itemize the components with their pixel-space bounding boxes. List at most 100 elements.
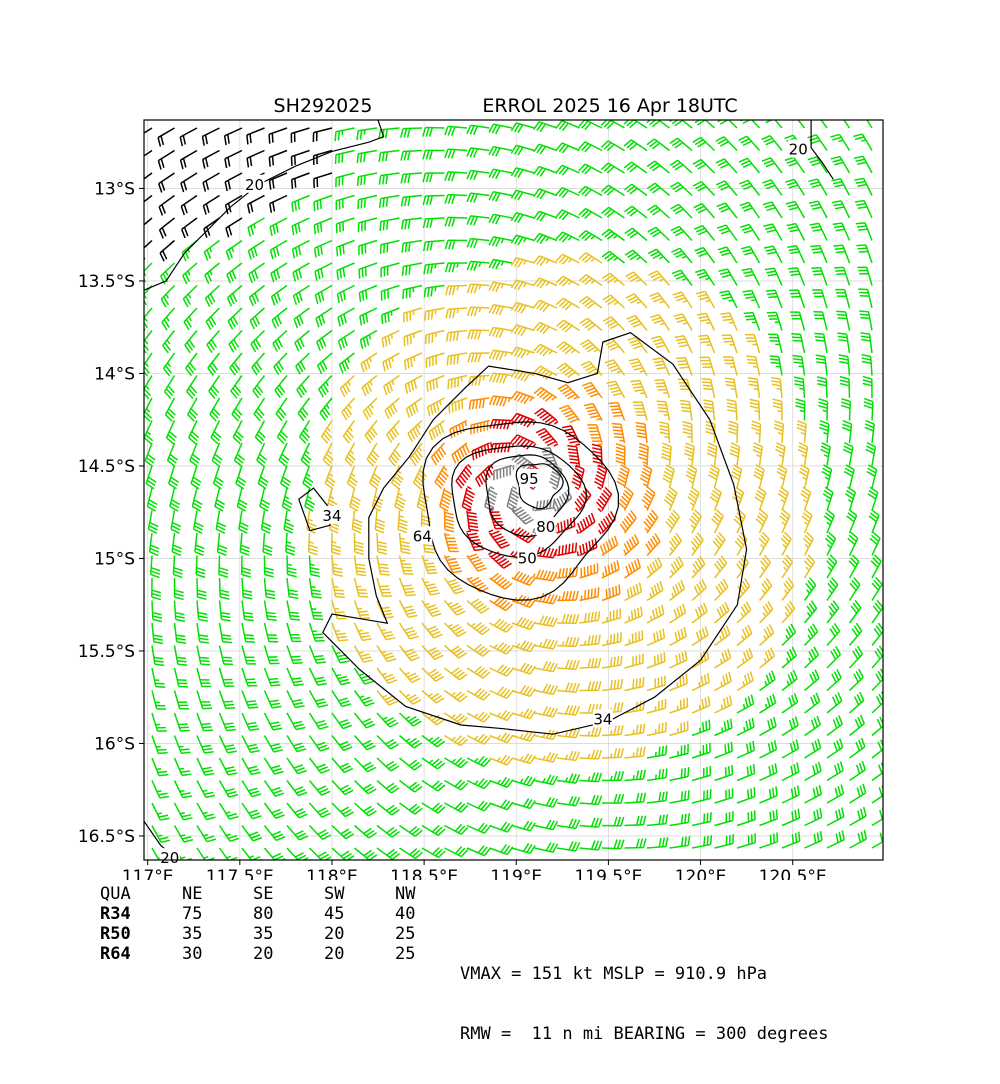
wind-barb <box>785 157 805 173</box>
wind-barb <box>467 756 490 766</box>
wind-barb <box>449 398 467 413</box>
wind-barb <box>320 398 332 420</box>
wind-barb <box>205 286 219 307</box>
wind-barbs <box>136 112 889 865</box>
wind-barb <box>360 331 377 349</box>
wind-barb <box>693 137 715 150</box>
wind-barb <box>445 623 467 636</box>
wind-barb <box>423 196 444 206</box>
contour-label: 50 <box>518 549 537 567</box>
wind-barb <box>814 333 827 353</box>
wind-barb <box>360 308 377 325</box>
wind-barb <box>633 402 647 420</box>
wind-barb <box>490 755 513 765</box>
wind-barb <box>182 218 197 238</box>
wind-barb <box>251 331 264 353</box>
storm-stats: VMAX = 151 kt MSLP = 910.9 hPa RMW = 11 … <box>460 924 828 1084</box>
wind-barb <box>422 803 445 813</box>
wind-barb <box>216 511 226 534</box>
wind-barb <box>490 777 513 787</box>
radii-value: 20 <box>324 924 395 944</box>
wind-barb <box>206 308 219 330</box>
wind-barb <box>345 443 355 466</box>
wind-barb <box>715 742 733 758</box>
wind-barb <box>270 218 287 236</box>
wind-barb <box>332 713 352 729</box>
wind-barb <box>580 563 598 578</box>
wind-barb <box>152 803 170 820</box>
wind-barb <box>625 747 645 758</box>
wind-barb <box>489 237 512 247</box>
wind-barb <box>423 128 445 137</box>
wind-barb <box>359 218 377 232</box>
wind-barb <box>691 533 703 556</box>
contour-label: 34 <box>593 710 612 728</box>
wind-barb <box>606 381 624 398</box>
wind-barb <box>684 443 694 465</box>
wind-barb <box>207 331 220 353</box>
wind-barb <box>276 398 287 421</box>
wind-barb <box>579 164 602 174</box>
wind-barb <box>255 421 265 444</box>
wind-barb <box>771 377 782 398</box>
wind-barb <box>715 649 731 668</box>
wind-barb <box>447 353 467 365</box>
wind-barb <box>197 623 209 643</box>
wind-barb <box>332 848 354 861</box>
wind-barb <box>558 385 580 399</box>
wind-barb <box>242 691 258 709</box>
wind-barb <box>647 161 669 173</box>
wind-barb <box>168 443 178 466</box>
wind-barb <box>286 533 295 555</box>
wind-barb <box>272 308 287 329</box>
wind-barb <box>365 421 377 443</box>
wind-barb <box>423 150 445 159</box>
wind-barb <box>647 676 665 691</box>
wind-barb <box>158 128 174 147</box>
wind-barb <box>512 754 535 764</box>
wind-barb <box>247 151 264 168</box>
wind-barb <box>579 142 602 152</box>
wind-barb <box>580 750 602 759</box>
y-tick-label: 15.5°S <box>78 642 135 662</box>
wind-barb <box>332 646 349 663</box>
wind-barb <box>775 443 785 466</box>
wind-barb <box>203 196 219 215</box>
wind-barb <box>638 443 648 465</box>
radii-value: 25 <box>395 944 466 964</box>
wind-barb <box>872 807 888 826</box>
wind-barb <box>799 465 809 488</box>
wind-barb <box>310 691 328 708</box>
wind-barb <box>782 693 798 713</box>
wind-barb <box>673 292 692 308</box>
wind-barb <box>181 196 197 216</box>
wind-barb <box>197 848 216 864</box>
wind-barb <box>186 353 197 376</box>
wind-barb <box>175 623 187 643</box>
wind-barb <box>332 803 353 817</box>
wind-barb <box>625 206 647 218</box>
wind-barb <box>400 601 418 618</box>
wind-barb <box>242 758 260 775</box>
wind-barb <box>261 511 271 534</box>
wind-barb <box>609 403 625 421</box>
wind-barb <box>287 601 300 620</box>
wind-barb <box>287 623 301 641</box>
wind-barb <box>445 713 468 724</box>
wind-barb <box>715 695 732 713</box>
wind-barb <box>254 398 264 421</box>
wind-barb <box>355 623 372 640</box>
stats-line-2: RMW = 11 n mi BEARING = 300 degrees <box>460 1024 828 1044</box>
wind-barb <box>671 226 692 240</box>
wind-barb <box>625 583 642 601</box>
wind-barb <box>310 646 326 664</box>
wind-barb <box>692 579 706 600</box>
wind-barb <box>713 533 725 556</box>
wind-barb <box>839 355 850 376</box>
wind-barb <box>287 578 298 598</box>
wind-barb <box>208 353 220 375</box>
wind-barb <box>332 533 341 555</box>
wind-barb <box>534 344 557 356</box>
